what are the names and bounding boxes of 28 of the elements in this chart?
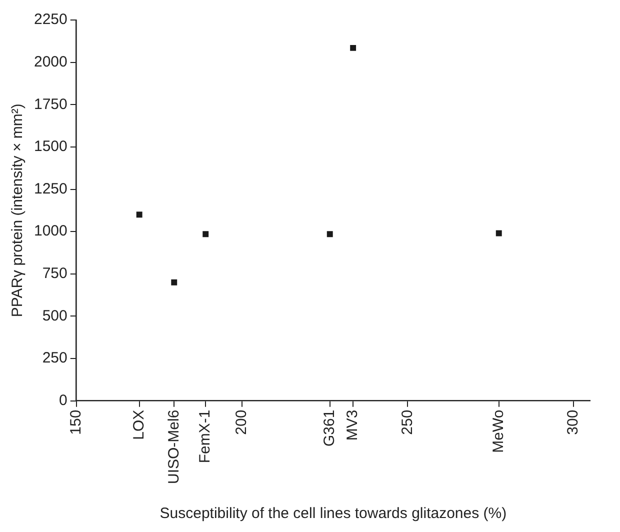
y-tick-label: 250 — [42, 350, 68, 367]
point — [326, 231, 333, 238]
x-tick-label: MV3 — [344, 410, 362, 441]
point — [202, 231, 209, 238]
point — [496, 230, 502, 236]
x-tick-label: G361 — [321, 410, 338, 447]
y-tick-label: 2250 — [34, 11, 68, 28]
point — [350, 44, 356, 51]
x-tick-label: MeWo — [490, 410, 508, 453]
y-axis-title: PPARγ protein (intensity × mm²) — [9, 104, 26, 318]
x-tick-label: UISO-Mel6 — [165, 410, 182, 484]
point — [171, 279, 178, 286]
y-tick-label: 1000 — [34, 222, 68, 240]
y-tick-label: 500 — [42, 307, 68, 324]
y-tick-label: 1250 — [34, 180, 68, 198]
x-tick-label: 200 — [233, 410, 250, 435]
x-tick-label: 150 — [68, 410, 85, 435]
x-tick-label: 250 — [398, 410, 416, 435]
x-tick-label: FemX-1 — [196, 410, 214, 464]
y-tick-label: 0 — [59, 392, 68, 409]
y-tick-label: 1750 — [34, 96, 68, 113]
y-tick-label: 2000 — [34, 53, 68, 70]
x-axis-title: Susceptibility of the cell lines towards glitazones (%) — [160, 505, 507, 522]
point — [136, 212, 142, 218]
y-tick-label: 1500 — [34, 138, 68, 156]
x-tick-label: 300 — [564, 410, 582, 435]
x-tick-label: LOX — [130, 410, 148, 440]
y-tick-label: 750 — [42, 265, 68, 282]
